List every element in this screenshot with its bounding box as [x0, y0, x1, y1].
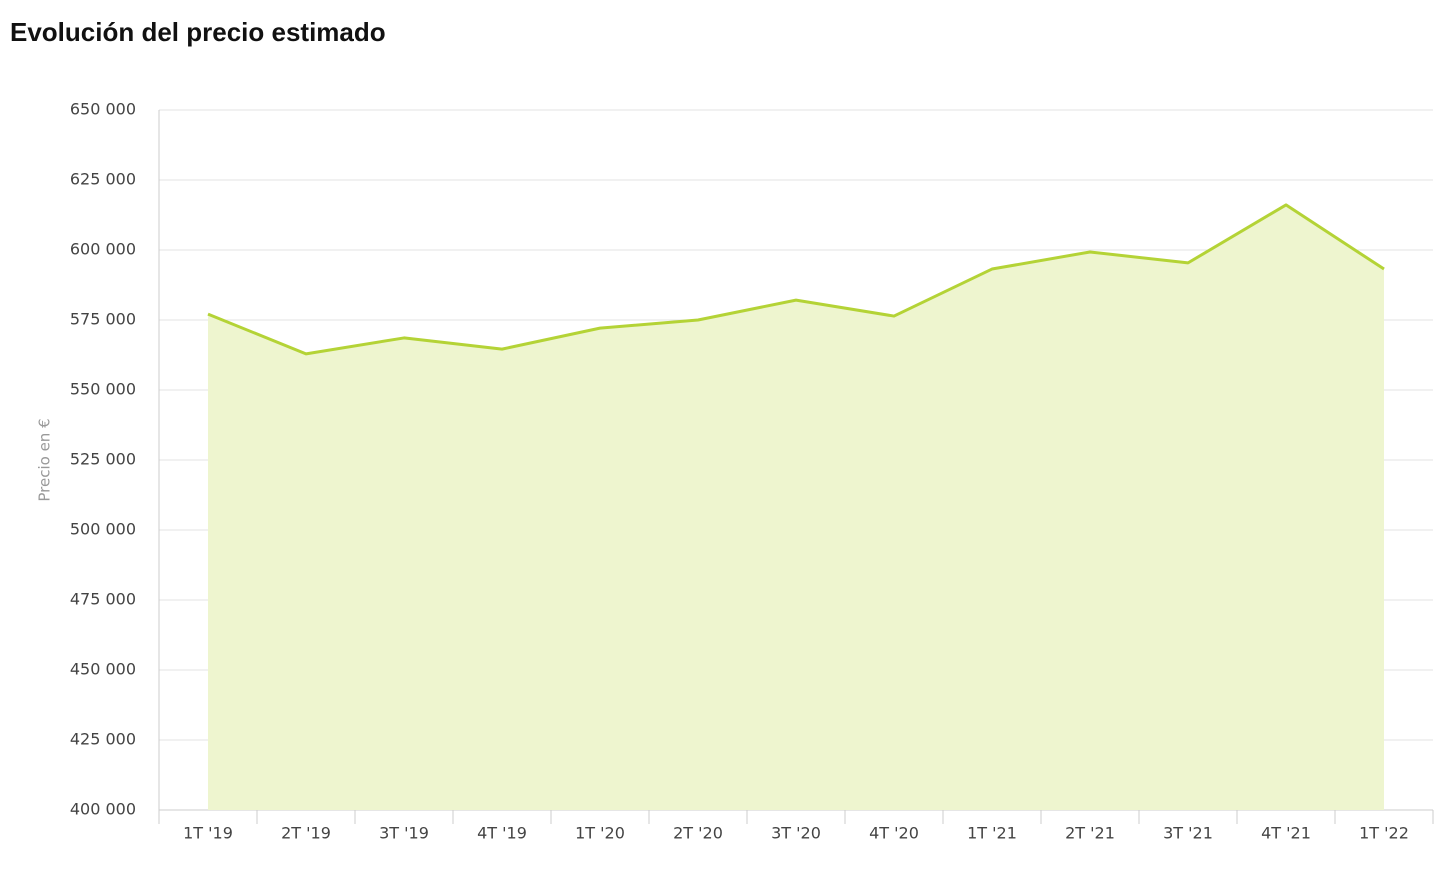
- y-tick-label: 550 000: [70, 380, 136, 399]
- y-tick-label: 525 000: [70, 450, 136, 469]
- x-tick-label: 1T '19: [183, 824, 233, 843]
- y-tick-label: 400 000: [70, 800, 136, 819]
- x-tick-label: 3T '20: [771, 824, 821, 843]
- x-tick-label: 2T '21: [1065, 824, 1115, 843]
- x-tick-label: 2T '20: [673, 824, 723, 843]
- x-tick-label: 4T '19: [477, 824, 527, 843]
- chart-title: Evolución del precio estimado: [10, 17, 386, 47]
- y-tick-label: 625 000: [70, 170, 136, 189]
- y-tick-label: 650 000: [70, 100, 136, 119]
- x-tick-label: 1T '22: [1359, 824, 1409, 843]
- y-tick-label: 475 000: [70, 590, 136, 609]
- y-tick-label: 600 000: [70, 240, 136, 259]
- y-tick-label: 575 000: [70, 310, 136, 329]
- y-tick-label: 500 000: [70, 520, 136, 539]
- x-tick-label: 1T '20: [575, 824, 625, 843]
- x-tick-label: 4T '21: [1261, 824, 1311, 843]
- area: [208, 204, 1384, 811]
- x-tick-label: 4T '20: [869, 824, 919, 843]
- y-tick-label: 450 000: [70, 660, 136, 679]
- x-tick-label: 3T '21: [1163, 824, 1213, 843]
- y-axis-title: Precio en €: [36, 418, 54, 501]
- x-tick-label: 2T '19: [281, 824, 331, 843]
- y-tick-label: 425 000: [70, 730, 136, 749]
- line: [207, 203, 1385, 356]
- x-tick-label: 3T '19: [379, 824, 429, 843]
- x-tick-label: 1T '21: [967, 824, 1017, 843]
